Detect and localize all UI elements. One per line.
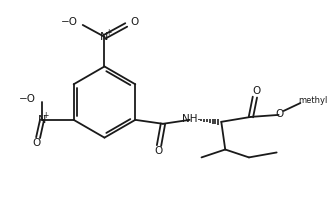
Text: O: O — [275, 109, 284, 119]
Text: O: O — [253, 86, 261, 96]
Text: NH: NH — [182, 114, 197, 124]
Text: N: N — [38, 115, 46, 125]
Text: +: + — [42, 111, 49, 120]
Text: O: O — [32, 138, 40, 148]
Text: methyl: methyl — [299, 96, 328, 105]
Text: −O: −O — [61, 17, 78, 27]
Text: O: O — [130, 17, 138, 27]
Text: O: O — [154, 146, 162, 156]
Text: −O: −O — [19, 94, 36, 104]
Text: +: + — [105, 28, 111, 37]
Text: N: N — [100, 32, 109, 42]
